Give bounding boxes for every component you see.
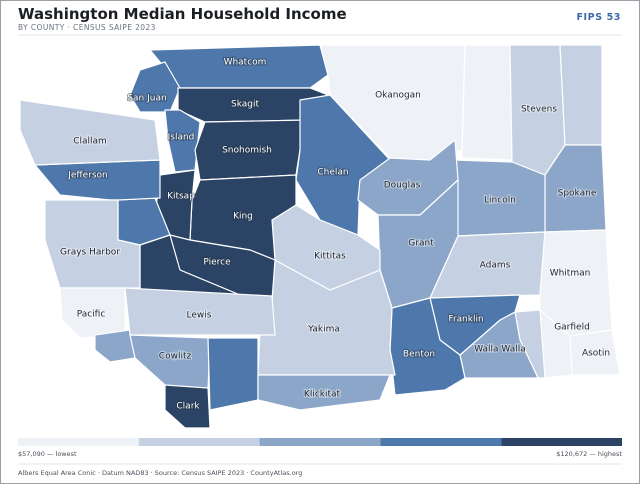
county — [559, 44, 603, 146]
title: Washington Median Household Income — [18, 5, 347, 23]
county-label: Clallam — [73, 137, 107, 147]
county-label: Kitsap — [167, 192, 195, 202]
county — [569, 329, 621, 376]
subtitle: BY COUNTY · CENSUS SAIPE 2023 — [18, 23, 156, 32]
county-label: Skagit — [231, 100, 259, 110]
county-label: Kittitas — [314, 252, 346, 262]
county-label: Island — [168, 133, 195, 143]
county-label: Grays Harbor — [60, 248, 120, 258]
legend-swatch — [380, 438, 502, 446]
labels: Whatcom San Juan Skagit Island Snohomish Chel… — [59, 57, 611, 413]
county-label: Adams — [480, 261, 511, 271]
legend-high: $120,672 — highest — [556, 450, 622, 458]
county-label: Garfield — [554, 323, 590, 333]
county-label: Cowlitz — [159, 352, 192, 362]
county-label: Franklin — [448, 315, 483, 325]
legend — [18, 438, 622, 446]
county — [257, 374, 391, 411]
legend-swatch — [259, 438, 381, 446]
county-label: Whatcom — [224, 58, 267, 68]
county-label: Walla Walla — [474, 345, 526, 355]
legend-swatch — [501, 438, 622, 446]
county-label: Snohomish — [222, 146, 272, 156]
county-label: Douglas — [384, 181, 421, 191]
county — [207, 337, 259, 411]
county-label: Jefferson — [67, 171, 108, 181]
county-label: Grant — [408, 239, 434, 249]
county-label: Klickitat — [304, 390, 341, 400]
county — [461, 44, 513, 161]
legend-low: $57,090 — lowest — [18, 450, 77, 458]
county-label: Whitman — [550, 269, 591, 279]
county-label: Clark — [176, 402, 200, 412]
counties — [19, 44, 621, 429]
county-label: Lincoln — [484, 196, 516, 206]
county-label: King — [233, 212, 253, 222]
footer: Albers Equal Area Conic · Datum NAD83 · … — [18, 469, 302, 477]
county — [124, 287, 276, 336]
county — [19, 99, 161, 166]
county — [164, 384, 211, 429]
county-label: Spokane — [558, 189, 597, 199]
county-label: Stevens — [521, 105, 557, 115]
legend-swatch — [18, 438, 139, 446]
county-label: Chelan — [317, 168, 348, 178]
county-label: Benton — [403, 350, 435, 360]
county-label: Pacific — [77, 310, 106, 320]
legend-swatch — [138, 438, 260, 446]
county — [94, 329, 136, 363]
county-label: Pierce — [203, 258, 231, 268]
county-label: Lewis — [187, 311, 212, 321]
county — [44, 199, 141, 289]
county-label: Yakima — [307, 325, 340, 335]
county-label: Okanogan — [375, 91, 421, 101]
fips-badge: FIPS 53 — [576, 12, 621, 23]
county-label: Asotin — [582, 349, 610, 359]
county-label: San Juan — [127, 94, 166, 104]
